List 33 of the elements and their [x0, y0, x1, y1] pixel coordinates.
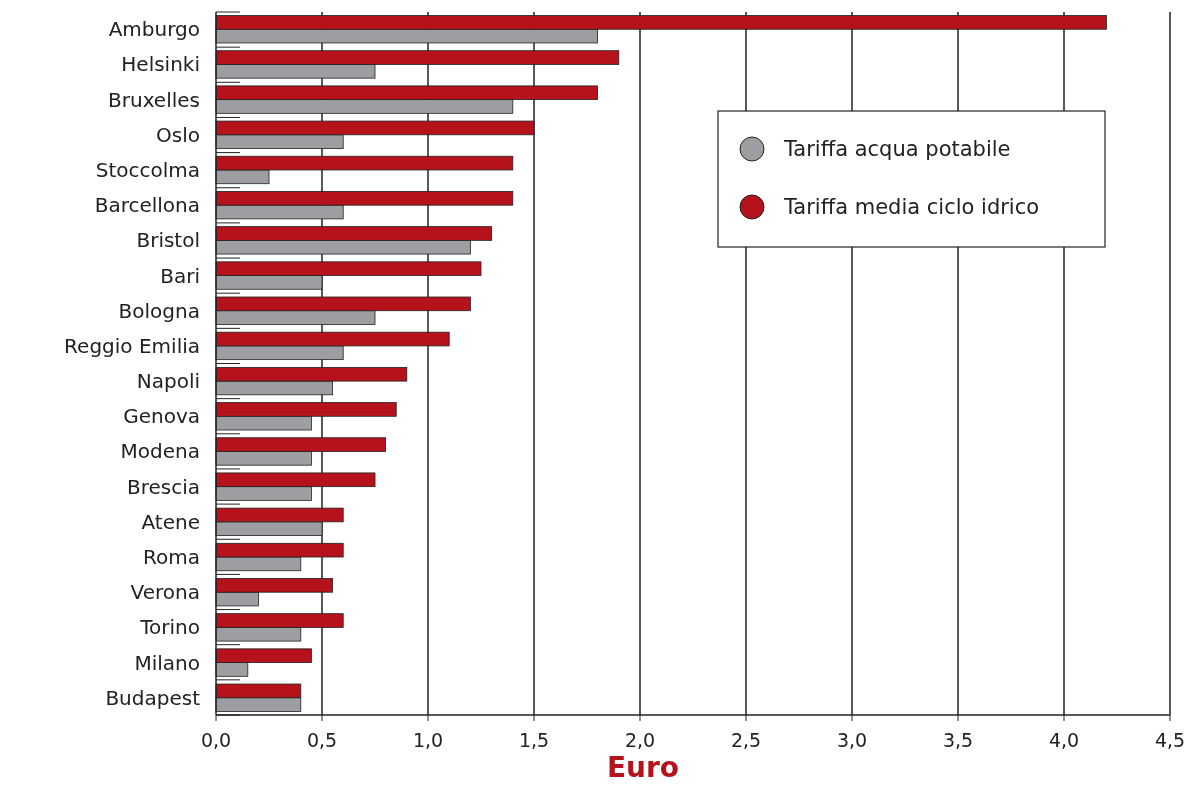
x-tick-label: 2,5 — [730, 729, 762, 751]
y-tick-label: Torino — [139, 615, 200, 640]
y-tick-label: Barcellona — [94, 193, 200, 218]
x-tick-label: 0,0 — [200, 729, 232, 751]
y-tick-label: Budapest — [105, 685, 201, 710]
y-tick-label: Bari — [160, 263, 200, 288]
y-tick-label: Milano — [134, 650, 200, 675]
y-tick-label: Napoli — [136, 369, 200, 394]
x-tick-label: 4,0 — [1048, 729, 1080, 751]
y-tick-label: Bristol — [136, 228, 200, 253]
x-tick-label: 3,5 — [942, 729, 974, 751]
y-tick-label: Oslo — [156, 122, 200, 147]
x-tick-label: 2,0 — [624, 729, 656, 751]
x-tick-label: 4,5 — [1154, 729, 1186, 751]
x-tick-label: 3,0 — [836, 729, 868, 751]
y-tick-label: Reggio Emilia — [64, 333, 200, 358]
legend-label: Tariffa acqua potabile — [783, 137, 1011, 162]
x-tick-label: 1,5 — [518, 729, 550, 751]
y-tick-label: Bruxelles — [108, 87, 200, 112]
x-tick-label: 1,0 — [412, 729, 444, 751]
x-axis-title: Euro — [606, 751, 680, 784]
y-tick-label: Genova — [123, 404, 200, 429]
y-tick-label: Stoccolma — [95, 157, 200, 182]
y-tick-label: Modena — [120, 439, 200, 464]
y-tick-label: Helsinki — [121, 52, 200, 77]
x-tick-label: 0,5 — [306, 729, 338, 751]
y-tick-label: Bologna — [118, 298, 200, 323]
y-tick-label: Brescia — [126, 474, 200, 499]
y-tick-label: Atene — [141, 509, 200, 534]
y-tick-label: Roma — [143, 545, 200, 570]
y-tick-label: Verona — [130, 580, 200, 605]
legend-label: Tariffa media ciclo idrico — [783, 195, 1040, 220]
y-tick-label: Amburgo — [108, 17, 200, 42]
